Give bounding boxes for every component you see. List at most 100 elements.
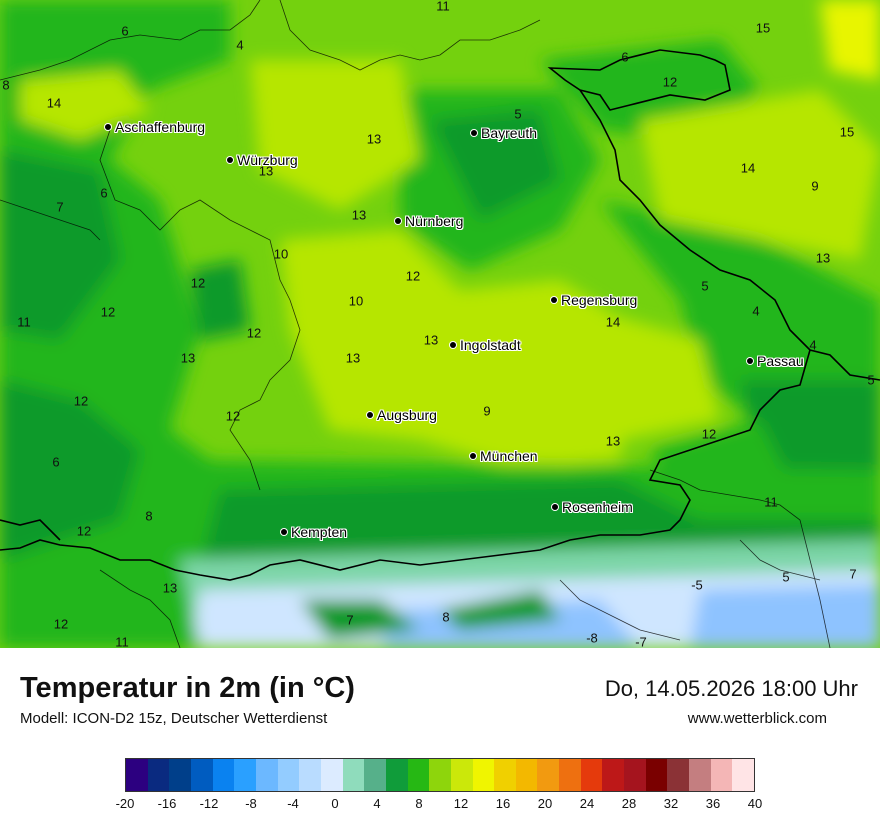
legend-swatch [710, 759, 733, 791]
map-canvas [0, 0, 880, 648]
legend-swatch [667, 759, 690, 791]
city-dot [395, 218, 401, 224]
contour-value: 7 [849, 566, 857, 582]
contour-value: 9 [483, 403, 491, 419]
legend-tick-label: -20 [115, 796, 135, 811]
site-url: www.wetterblick.com [687, 710, 827, 727]
city-dot [471, 130, 477, 136]
contour-value: 6 [100, 185, 108, 201]
contour-value: 5 [867, 372, 875, 388]
legend-tick-label: 40 [747, 796, 763, 811]
contour-value: 13 [345, 350, 361, 366]
contour-value: 13 [366, 131, 382, 147]
city-dot [552, 504, 558, 510]
model-info: Modell: ICON-D2 15z, Deutscher Wetterdie… [20, 710, 328, 727]
city-marker: Rosenheim [552, 499, 633, 515]
map-footer: Temperatur in 2m (in °C) Modell: ICON-D2… [0, 648, 880, 830]
contour-value: -8 [586, 630, 598, 646]
city-name: Passau [757, 353, 804, 369]
city-marker: Aschaffenburg [105, 119, 205, 135]
temperature-field [0, 0, 880, 648]
contour-value: 6 [121, 23, 129, 39]
temperature-map: Aschaffenburg Würzburg Bayreuth Nürnberg… [0, 0, 880, 648]
city-name: Aschaffenburg [115, 119, 206, 135]
legend-swatch [645, 759, 668, 791]
legend-tick-label: 24 [579, 796, 595, 811]
contour-value: 13 [180, 350, 196, 366]
contour-value: 13 [605, 433, 621, 449]
city-dot [747, 358, 753, 364]
country-border [0, 49, 880, 581]
contour-value: 12 [662, 74, 678, 90]
legend-swatch [234, 759, 256, 791]
legend-swatch [515, 759, 538, 791]
city-name: Bayreuth [481, 125, 538, 141]
city-dot [227, 157, 233, 163]
contour-value: 12 [225, 408, 241, 424]
map-title: Temperatur in 2m (in °C) [20, 672, 355, 704]
legend-tick-label: 8 [415, 796, 423, 811]
contour-value: 8 [442, 609, 450, 625]
legend-tick-label: 32 [663, 796, 679, 811]
contour-value: -7 [635, 634, 647, 649]
city-name: Augsburg [377, 407, 437, 423]
contour-value: 14 [740, 160, 756, 176]
region-borders [0, 0, 831, 648]
contour-value: 10 [273, 246, 289, 262]
contour-value: 15 [755, 20, 771, 36]
legend-tick-label: 12 [453, 796, 469, 811]
legend-swatch [580, 759, 603, 791]
contour-value: 13 [815, 250, 831, 266]
legend-swatch [429, 759, 451, 791]
legend-swatch [689, 759, 711, 791]
city-marker: Passau [747, 353, 804, 369]
contour-value: 14 [605, 314, 621, 330]
contour-value: 5 [782, 569, 790, 585]
contour-value: -5 [691, 577, 703, 593]
legend-swatch [407, 759, 430, 791]
contour-value: 11 [115, 634, 129, 649]
legend-swatch [364, 759, 386, 791]
contour-value: 12 [100, 304, 116, 320]
legend-swatch [299, 759, 321, 791]
contour-value: 5 [514, 106, 522, 122]
contour-value: 6 [52, 454, 60, 470]
city-name: Kempten [291, 524, 348, 540]
legend-swatch [255, 759, 278, 791]
legend-tick-label: -16 [157, 796, 177, 811]
legend-tick-label: -12 [199, 796, 219, 811]
contour-value: 12 [701, 426, 717, 442]
legend-tick-label: 28 [621, 796, 637, 811]
legend-tick-label: 36 [705, 796, 721, 811]
city-marker: Bayreuth [471, 125, 537, 141]
contour-value: 7 [56, 199, 64, 215]
city-dot [281, 529, 287, 535]
contour-value: 12 [246, 325, 262, 341]
legend-swatch [147, 759, 170, 791]
contour-value: 8 [145, 508, 153, 524]
city-name: München [480, 448, 538, 464]
city-marker: Würzburg [227, 152, 298, 168]
city-name: Rosenheim [562, 499, 633, 515]
contour-value: 4 [809, 337, 817, 353]
contour-value: 12 [76, 523, 92, 539]
contour-value: 4 [752, 303, 760, 319]
legend-swatch [342, 759, 365, 791]
legend-swatch [494, 759, 516, 791]
city-marker: Regensburg [551, 292, 637, 308]
contour-value: 12 [190, 275, 206, 291]
forecast-datetime: Do, 14.05.2026 18:00 Uhr [604, 676, 858, 701]
contour-value: 9 [811, 178, 819, 194]
contour-value: 15 [839, 124, 855, 140]
city-dot [450, 342, 456, 348]
legend-swatch [385, 759, 408, 791]
city-marker: München [470, 448, 538, 464]
contour-value: 8 [2, 77, 10, 93]
contour-value: 7 [346, 612, 354, 628]
city-name: Regensburg [561, 292, 638, 308]
contour-value: 14 [46, 95, 62, 111]
contour-value: 10 [348, 293, 364, 309]
city-dot [551, 297, 557, 303]
legend-swatch [472, 759, 495, 791]
city-marker: Augsburg [367, 407, 437, 423]
